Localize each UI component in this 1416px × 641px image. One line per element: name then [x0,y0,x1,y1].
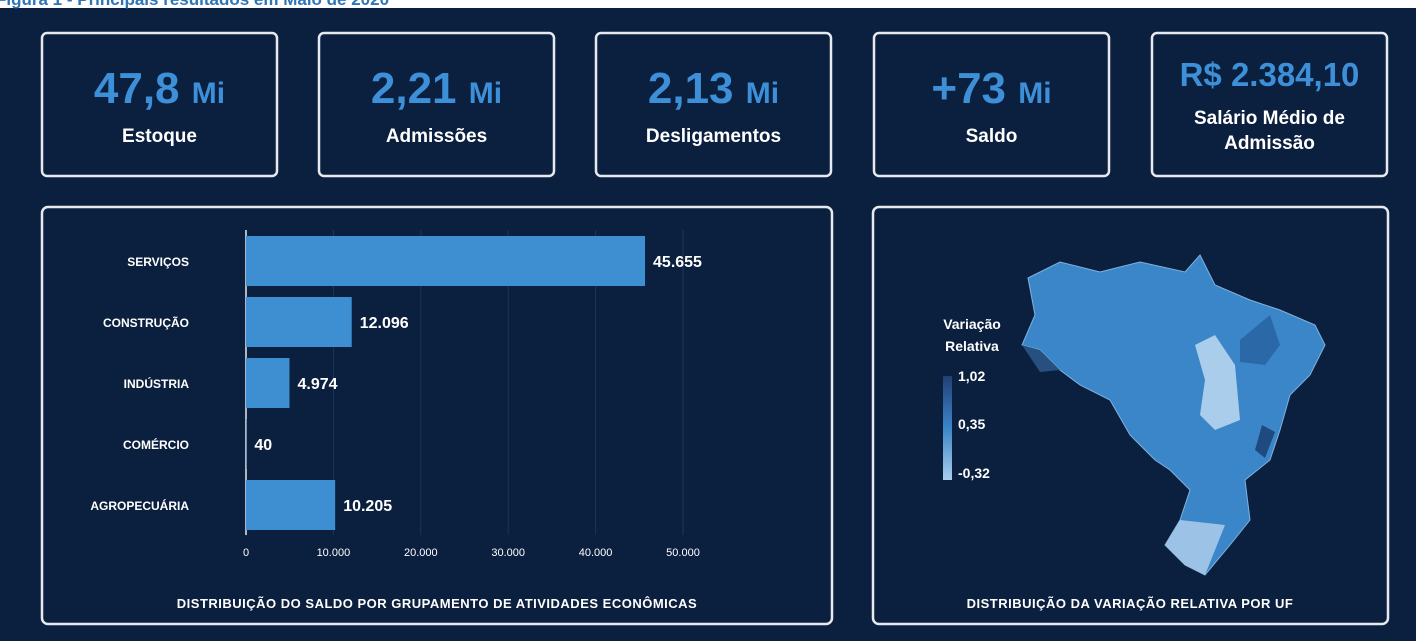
map-region [1255,425,1275,458]
legend-title: Variação Relativa [943,316,1001,354]
kpi-unit: Mi [1018,77,1051,110]
y-tick-label: INDÚSTRIA [124,376,190,391]
bar [246,358,290,408]
x-tick-label: 0 [243,547,249,559]
kpi-number: +73 [931,64,1006,113]
y-tick-label: SERVIÇOS [127,255,189,269]
kpi-card [872,31,1111,178]
brazil-map [1021,254,1326,576]
map-region [1022,345,1060,372]
x-tick-label: 50.000 [666,547,700,559]
kpi-number: 2,21 [371,64,457,113]
kpi-label: Estoque [122,126,197,147]
map-title: DISTRIBUIÇÃO DA VARIAÇÃO RELATIVA POR UF [967,596,1294,611]
kpi-card [1150,31,1389,178]
kpi-label: Salário Médio de Admissão [1194,108,1345,154]
bar [246,297,352,347]
kpi-card [40,31,279,178]
kpi-value: 2,13 Mi [648,64,779,113]
legend-label: 0,35 [958,416,985,432]
legend-gradient [943,376,952,480]
kpi-number: R$ 2.384,10 [1180,56,1360,93]
kpi-number: 47,8 [94,64,180,113]
kpi-card [594,31,833,178]
bar [246,480,336,530]
kpi-value: R$ 2.384,10 [1180,56,1360,93]
kpi-number: 2,13 [648,64,734,113]
bar-panel [40,205,834,626]
value-label: 4.974 [297,376,337,393]
map-region [1165,520,1225,575]
legend-label: -0,32 [958,465,990,481]
map-region [1195,335,1240,430]
bar [246,236,646,286]
kpi-unit: Mi [192,77,225,110]
value-label: 12.096 [360,315,409,332]
x-tick-label: 30.000 [491,547,525,559]
y-tick-label: COMÉRCIO [123,437,189,452]
kpi-label: Saldo [966,126,1018,147]
x-tick-label: 10.000 [317,547,351,559]
map-region [1240,315,1280,365]
kpi-label: Desligamentos [646,126,781,147]
y-tick-label: AGROPECUÁRIA [90,498,189,513]
chart-title: DISTRIBUIÇÃO DO SALDO POR GRUPAMENTO DE … [177,596,697,611]
kpi-unit: Mi [746,77,779,110]
x-tick-label: 20.000 [404,547,438,559]
x-tick-label: 40.000 [579,547,613,559]
figure-title: Figura 1 - Principais resultados em Maio… [0,0,389,9]
value-label: 40 [254,437,272,454]
map-panel [871,205,1390,626]
kpi-unit: Mi [469,77,502,110]
kpi-value: 2,21 Mi [371,64,502,113]
kpi-value: 47,8 Mi [94,64,225,113]
value-label: 45.655 [653,254,702,271]
kpi-value: +73 Mi [931,64,1051,113]
kpi-label: Admissões [386,126,487,147]
y-tick-label: CONSTRUÇÃO [103,315,189,330]
legend-label: 1,02 [958,368,985,384]
kpi-card [317,31,556,178]
value-label: 10.205 [343,498,392,515]
